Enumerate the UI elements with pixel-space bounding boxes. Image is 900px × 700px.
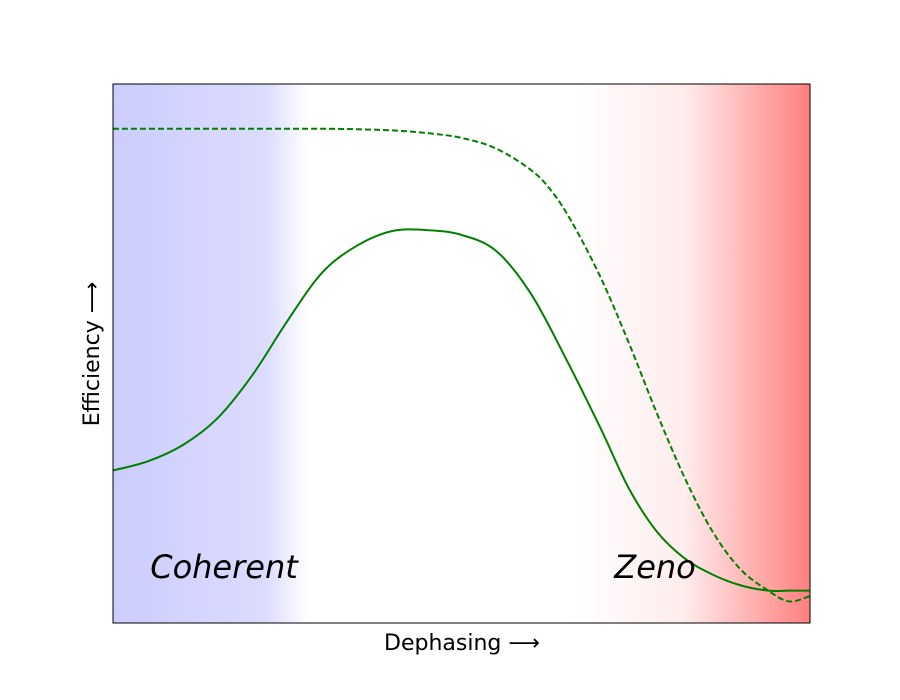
plot-background xyxy=(113,84,810,623)
series-layer xyxy=(112,127,811,603)
region-label-coherent: Coherent xyxy=(150,548,299,586)
x-axis-label: Dephasing ⟶ xyxy=(384,631,540,656)
region-label-zeno: Zeno xyxy=(613,548,695,586)
y-axis-label: Efficiency ⟶ xyxy=(80,282,105,427)
series-line-solid xyxy=(112,228,810,593)
plot-frame xyxy=(112,83,811,624)
series-line-dashed xyxy=(113,127,811,603)
